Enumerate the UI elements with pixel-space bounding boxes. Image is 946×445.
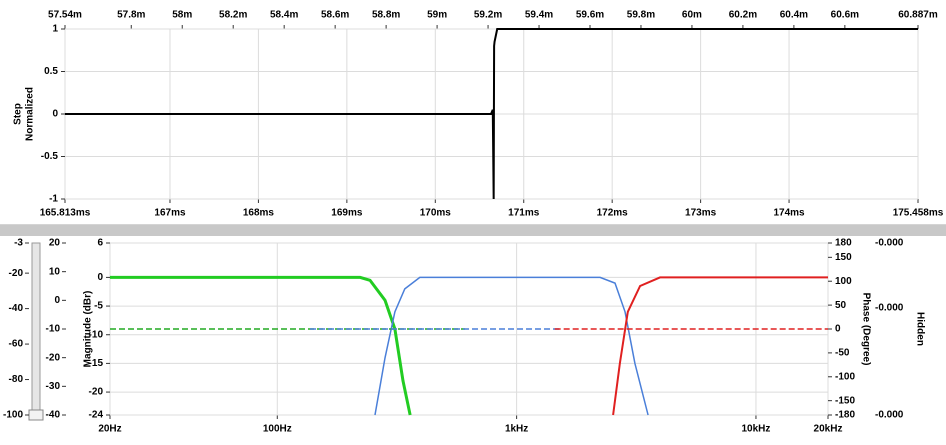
series-line [110, 275, 412, 416]
readout: -0.000 [875, 410, 904, 421]
x2-tick-label: 60.887m [898, 10, 938, 21]
y-axis-label: Step [13, 103, 24, 125]
y2-tick-label: -150 [835, 395, 855, 406]
x2-tick-label: 57.8m [117, 10, 145, 21]
x-tick-label: 172ms [597, 208, 629, 219]
x2-tick-label: 59m [427, 10, 447, 21]
x-tick-label: 169ms [331, 208, 363, 219]
y4-tick-label: -3 [14, 238, 23, 249]
y2-tick-label: 0 [835, 324, 841, 335]
x-tick-label: 20kHz [814, 424, 843, 435]
x2-tick-label: 58.4m [270, 10, 298, 21]
y2-axis-label: Phase (Degree) [860, 293, 871, 366]
y4-tick-label: -40 [9, 303, 24, 314]
y2-tick-label: 180 [835, 238, 852, 249]
y4-tick-label: -20 [9, 268, 24, 279]
y3-tick-label: -40 [46, 410, 61, 421]
x-tick-label: 174ms [773, 208, 805, 219]
hidden-label: Hidden [914, 312, 925, 346]
x-tick-label: 173ms [685, 208, 717, 219]
x2-tick-label: 59.8m [627, 10, 655, 21]
x2-tick-label: 59.6m [576, 10, 604, 21]
y2-tick-label: -100 [835, 371, 855, 382]
x2-tick-label: 58.2m [219, 10, 247, 21]
x-tick-label: 165.813ms [40, 208, 91, 219]
slider-thumb[interactable] [28, 409, 44, 421]
y2-tick-label: 50 [835, 300, 847, 311]
x2-tick-label: 60.2m [729, 10, 757, 21]
y3-tick-label: -10 [46, 324, 61, 335]
y4-tick-label: -60 [9, 339, 24, 350]
y4-tick-label: -100 [3, 410, 23, 421]
y-tick-label: -0.5 [41, 151, 59, 162]
x2-tick-label: 60.6m [831, 10, 859, 21]
x2-tick-label: 58m [172, 10, 192, 21]
x-tick-label: 1kHz [505, 424, 528, 435]
y2-tick-label: 100 [835, 276, 852, 287]
x-tick-label: 168ms [243, 208, 275, 219]
y3-tick-label: -20 [46, 352, 61, 363]
y-tick-label: 0.5 [44, 66, 58, 77]
y2-tick-label: -180 [835, 410, 855, 421]
x-tick-label: 171ms [508, 208, 540, 219]
y-tick-label: 0 [52, 109, 58, 120]
x2-tick-label: 59.2m [474, 10, 502, 21]
y-tick-label: -5 [94, 301, 103, 312]
y2-tick-label: 150 [835, 252, 852, 263]
x-tick-label: 20Hz [98, 424, 121, 435]
y4-tick-label: -80 [9, 374, 24, 385]
y-tick-label: 1 [52, 24, 58, 35]
y3-tick-label: 10 [49, 266, 61, 277]
x2-tick-label: 58.8m [372, 10, 400, 21]
splitter[interactable] [0, 225, 946, 236]
y-tick-label: -20 [89, 387, 104, 398]
y3-tick-label: 20 [49, 238, 61, 249]
x2-tick-label: 60m [682, 10, 702, 21]
readout: -0.000 [875, 303, 904, 314]
x2-tick-label: 57.54m [48, 10, 82, 21]
readout: -0.000 [875, 238, 904, 249]
x-tick-label: 167ms [154, 208, 186, 219]
y-tick-label: 0 [97, 272, 103, 283]
y-tick-label: -24 [89, 410, 104, 421]
series-line [374, 276, 649, 416]
y-tick-label: -1 [49, 194, 58, 205]
x-tick-label: 100Hz [263, 424, 292, 435]
x-tick-label: 170ms [420, 208, 452, 219]
x-tick-label: 10kHz [742, 424, 771, 435]
y3-tick-label: 0 [54, 295, 60, 306]
y2-tick-label: -50 [835, 348, 850, 359]
y-axis-label: Normalized [25, 87, 36, 141]
y-tick-label: -10 [89, 329, 104, 340]
slider-track[interactable] [31, 242, 41, 416]
y3-tick-label: -30 [46, 381, 61, 392]
x2-tick-label: 59.4m [525, 10, 553, 21]
series-line [612, 276, 828, 416]
x-tick-label: 175.458ms [893, 208, 944, 219]
x2-tick-label: 60.4m [780, 10, 808, 21]
x2-tick-label: 58.6m [321, 10, 349, 21]
y-tick-label: 6 [97, 238, 103, 249]
series-line [65, 28, 918, 200]
y-tick-label: -15 [89, 358, 104, 369]
y-axis-label: Magnitude (dBr) [83, 291, 94, 368]
